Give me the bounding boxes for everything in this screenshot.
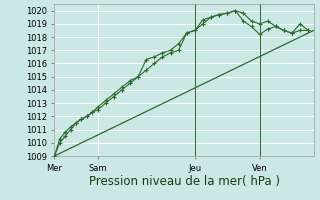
- X-axis label: Pression niveau de la mer( hPa ): Pression niveau de la mer( hPa ): [89, 175, 279, 188]
